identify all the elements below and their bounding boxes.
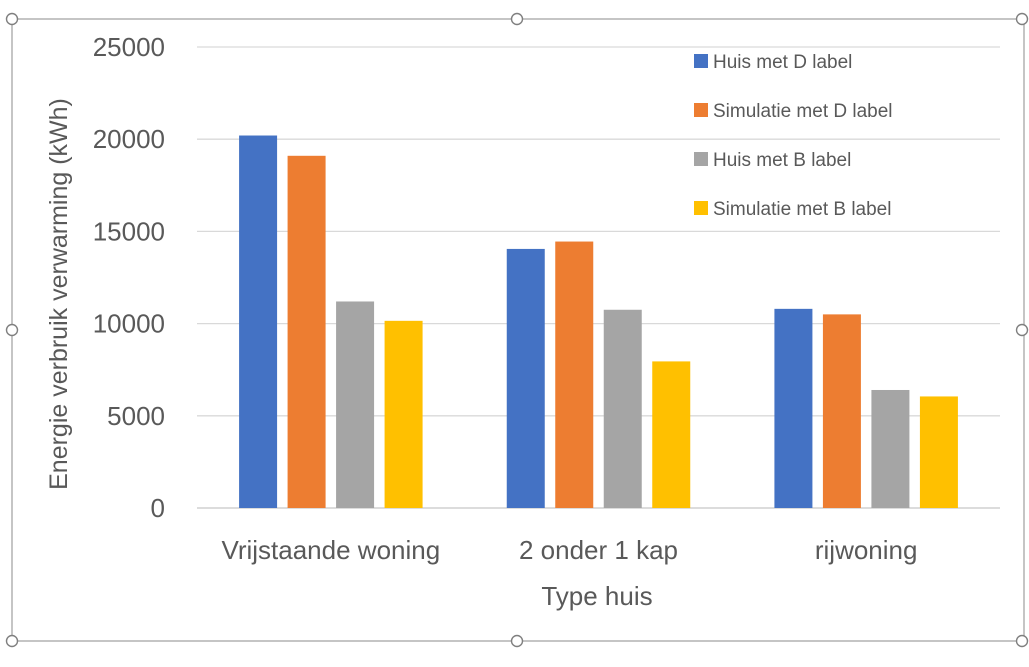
y-tick-label: 15000	[93, 216, 165, 246]
bar	[506, 248, 545, 508]
bar	[774, 308, 813, 508]
y-axis-title: Energie verbruik verwarming (kWh)	[45, 98, 73, 490]
gridlines	[197, 46, 1000, 509]
resize-handle[interactable]	[1015, 12, 1029, 26]
y-tick-label: 20000	[93, 124, 165, 154]
bar	[822, 314, 861, 508]
x-tick-label: 2 onder 1 kap	[519, 535, 678, 565]
bar	[603, 309, 642, 508]
x-tick-labels: Vrijstaande woning 2 onder 1 kap rijwoning	[221, 535, 917, 565]
resize-handle[interactable]	[5, 12, 19, 26]
x-tick-label: rijwoning	[815, 535, 918, 565]
legend-label: Huis met D label	[713, 52, 852, 73]
legend-label: Simulatie met B label	[713, 199, 891, 220]
bar	[919, 396, 958, 508]
legend-swatch	[694, 201, 708, 215]
bar	[555, 241, 594, 509]
legend-label: Simulatie met D label	[713, 101, 893, 122]
bar	[239, 135, 278, 508]
resize-handle[interactable]	[1015, 634, 1029, 648]
resize-handle[interactable]	[5, 323, 19, 337]
y-tick-label: 0	[151, 493, 165, 523]
resize-handle[interactable]	[5, 634, 19, 648]
y-tick-label: 25000	[93, 32, 165, 62]
resize-handle[interactable]	[510, 12, 524, 26]
bar	[384, 320, 423, 508]
resize-handle[interactable]	[1015, 323, 1029, 337]
legend-swatch	[694, 103, 708, 117]
bar	[871, 389, 910, 508]
resize-handle[interactable]	[510, 634, 524, 648]
legend: Huis met D label Simulatie met D label Hui…	[694, 52, 893, 220]
bar	[287, 155, 326, 508]
x-axis-title: Type huis	[541, 581, 652, 611]
bar	[336, 301, 375, 508]
y-tick-labels: 0 5000 10000 15000 20000 25000	[93, 32, 165, 523]
y-tick-label: 10000	[93, 309, 165, 339]
y-tick-label: 5000	[107, 401, 165, 431]
legend-swatch	[694, 152, 708, 166]
legend-swatch	[694, 54, 708, 68]
bars	[239, 135, 958, 509]
x-tick-label: Vrijstaande woning	[221, 535, 440, 565]
bar	[652, 361, 691, 508]
selection-handles[interactable]	[5, 12, 1029, 648]
legend-label: Huis met B label	[713, 150, 851, 171]
